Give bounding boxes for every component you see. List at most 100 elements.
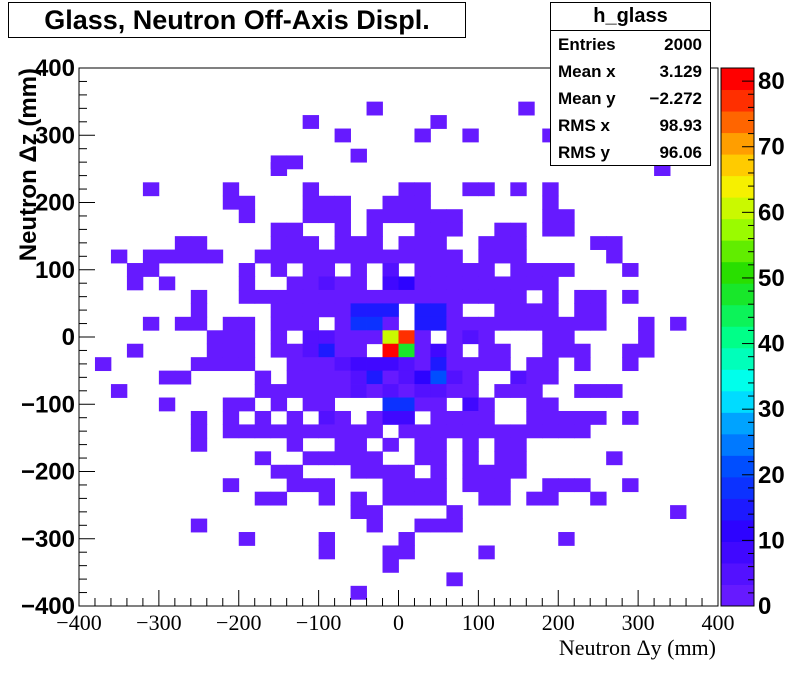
heatmap-cell: [446, 343, 463, 358]
heatmap-cell: [366, 424, 383, 439]
heatmap-cell: [414, 397, 431, 412]
y-tick-label: 400: [35, 55, 75, 82]
heatmap-cell: [430, 478, 447, 493]
heatmap-cell: [430, 357, 447, 372]
heatmap-cell: [286, 222, 304, 237]
heatmap-cell: [190, 410, 208, 425]
heatmap-cell: [590, 236, 607, 250]
y-tick-label: −200: [21, 459, 75, 486]
heatmap-cell: [478, 343, 495, 358]
heatmap-cell: [174, 370, 192, 385]
heatmap-cell: [398, 478, 415, 493]
heatmap-cell: [254, 424, 272, 439]
stats-label: RMS y: [558, 143, 610, 162]
heatmap-cell: [238, 532, 256, 546]
heatmap-cell: [590, 316, 607, 331]
heatmap-cell: [334, 249, 351, 264]
x-axis-ticks: −400 −300 −200 −100 0 100 200 300 400: [56, 590, 735, 635]
heatmap-cell: [446, 316, 463, 331]
heatmap-cell: [222, 182, 240, 197]
heatmap-cell: [398, 410, 415, 425]
heatmap-cell: [190, 249, 208, 264]
heatmap-cell: [430, 236, 447, 250]
palette-band: [721, 283, 754, 306]
heatmap-cell: [126, 276, 144, 291]
palette-band: [721, 89, 754, 112]
heatmap-cell: [382, 330, 399, 345]
heatmap-cell: [430, 222, 447, 237]
heatmap-cell: [254, 491, 272, 506]
heatmap-cell: [366, 505, 383, 519]
heatmap-cell: [526, 370, 543, 385]
heatmap-cell: [494, 491, 511, 506]
heatmap-cell: [430, 518, 447, 533]
heatmap-cell: [302, 209, 320, 224]
y-tick-label: −300: [21, 526, 75, 553]
heatmap-cell: [222, 316, 240, 331]
heatmap-cells: [94, 101, 687, 600]
heatmap-cell: [414, 303, 431, 318]
heatmap-cell: [334, 236, 351, 250]
heatmap-cell: [270, 236, 288, 250]
heatmap-cell: [510, 451, 527, 466]
heatmap-cell: [222, 330, 240, 345]
stats-row-entries: Entries 2000: [551, 31, 710, 58]
heatmap-cell: [286, 424, 304, 439]
heatmap-cell: [414, 478, 431, 493]
heatmap-cell: [526, 303, 543, 318]
heatmap-cell: [238, 289, 256, 304]
heatmap-cell: [510, 182, 527, 197]
heatmap-cell: [430, 303, 447, 318]
heatmap-cell: [542, 303, 559, 318]
palette-band: [721, 498, 754, 521]
heatmap-cell: [542, 410, 559, 425]
heatmap-cell: [518, 101, 535, 116]
heatmap-cell: [334, 424, 351, 439]
heatmap-cell: [350, 249, 367, 264]
heatmap-cell: [494, 249, 511, 264]
heatmap-cell: [526, 397, 543, 412]
heatmap-cell: [414, 357, 431, 372]
heatmap-cell: [446, 572, 463, 587]
heatmap-cell: [270, 303, 288, 318]
heatmap-cell: [318, 370, 336, 385]
heatmap-cell: [478, 249, 495, 264]
heatmap-cell: [270, 384, 288, 398]
heatmap-cell: [510, 236, 527, 250]
heatmap-cell: [366, 222, 383, 237]
heatmap-cell: [142, 263, 160, 277]
heatmap-cell: [462, 370, 479, 385]
heatmap-cell: [318, 209, 336, 224]
heatmap-cell: [126, 343, 144, 358]
heatmap-cell: [286, 370, 304, 385]
heatmap-cell: [334, 410, 351, 425]
heatmap-cell: [334, 276, 351, 291]
heatmap-cell: [430, 115, 447, 129]
heatmap-cell: [238, 209, 256, 224]
heatmap-cell: [462, 410, 479, 425]
heatmap-cell: [158, 370, 176, 385]
heatmap-cell: [446, 303, 463, 318]
heatmap-cell: [270, 343, 288, 358]
heatmap-cell: [398, 464, 415, 479]
heatmap-cell: [542, 424, 559, 439]
heatmap-cell: [494, 289, 511, 304]
heatmap-cell: [334, 303, 351, 318]
heatmap-cell: [190, 236, 208, 250]
stats-row-rms-y: RMS y 96.06: [551, 139, 710, 166]
heatmap-cell: [254, 410, 272, 425]
heatmap-cell: [350, 437, 367, 452]
palette-ticks: 0 10 20 30 40 50 60 70 80: [742, 67, 785, 620]
heatmap-cell: [478, 424, 495, 439]
heatmap-cell: [606, 451, 623, 466]
heatmap-cell: [510, 303, 527, 318]
heatmap-cell: [478, 289, 495, 304]
heatmap-cell: [542, 330, 559, 345]
heatmap-cell: [350, 491, 367, 506]
heatmap-cell: [366, 330, 383, 345]
heatmap-cell: [462, 316, 479, 331]
heatmap-cell: [622, 410, 639, 425]
heatmap-cell: [318, 532, 336, 546]
heatmap-cell: [222, 410, 240, 425]
heatmap-cell: [318, 263, 336, 277]
